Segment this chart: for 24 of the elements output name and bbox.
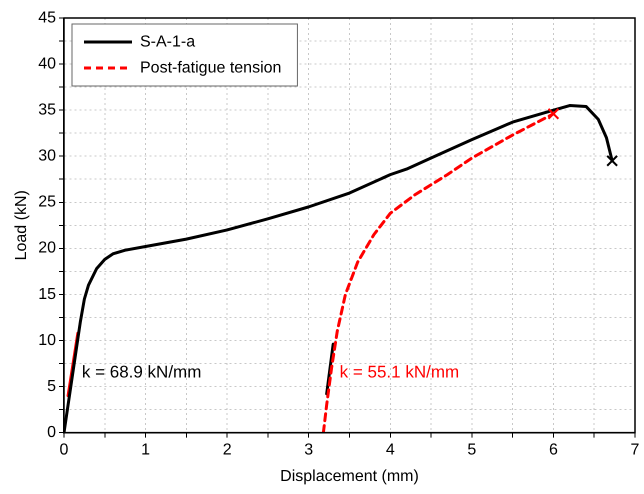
x-tick-label: 7 xyxy=(630,442,640,459)
annotation: k = 68.9 kN/mm xyxy=(82,362,202,382)
legend-label: Post-fatigue tension xyxy=(140,59,282,76)
y-tick-label: 20 xyxy=(38,240,56,257)
x-tick-label: 2 xyxy=(222,442,232,459)
x-tick-label: 6 xyxy=(548,442,558,459)
y-tick-label: 30 xyxy=(38,148,56,165)
x-tick-label: 3 xyxy=(304,442,314,459)
legend-label: S-A-1-a xyxy=(140,33,196,50)
y-axis-title: Load (kN) xyxy=(13,190,30,260)
y-tick-label: 40 xyxy=(38,55,56,72)
x-tick-label: 5 xyxy=(467,442,476,459)
x-axis-title: Displacement (mm) xyxy=(280,468,419,485)
y-tick-label: 45 xyxy=(38,9,56,26)
y-tick-label: 25 xyxy=(38,194,56,211)
x-tick-label: 1 xyxy=(141,442,150,459)
y-tick-label: 5 xyxy=(47,378,56,395)
y-tick-label: 35 xyxy=(38,102,56,119)
x-tick-label: 0 xyxy=(60,442,69,459)
x-tick-label: 4 xyxy=(386,442,395,459)
y-tick-label: 0 xyxy=(47,424,56,442)
annotation: k = 55.1 kN/mm xyxy=(340,362,460,382)
y-tick-label: 10 xyxy=(38,332,56,349)
y-tick-label: 15 xyxy=(38,286,56,303)
